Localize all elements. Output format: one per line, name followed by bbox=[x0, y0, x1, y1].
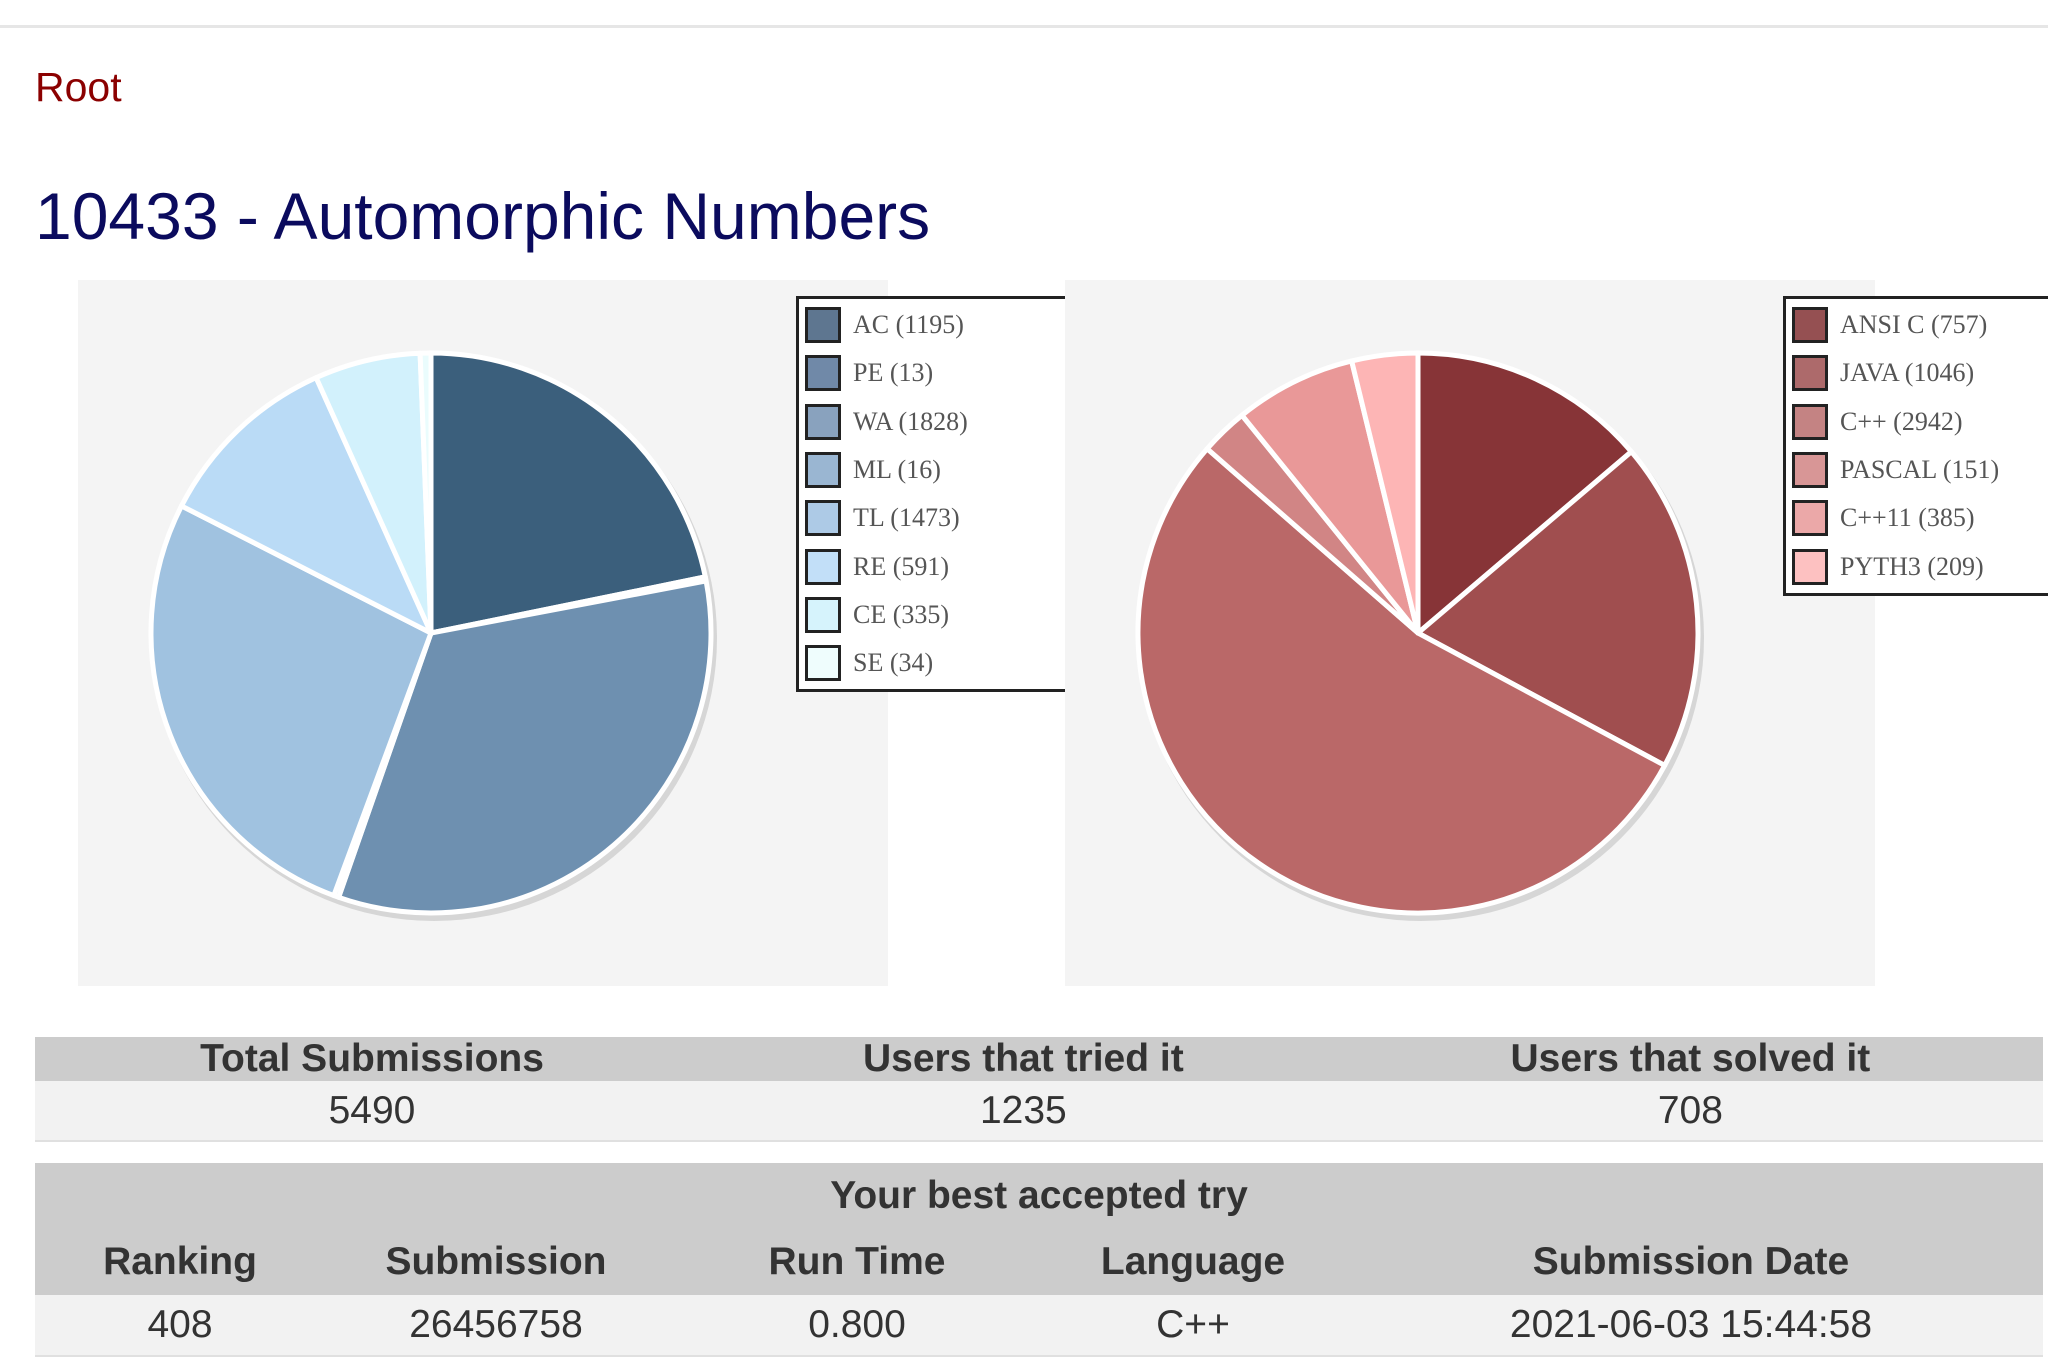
legend-label: RE (591) bbox=[853, 551, 950, 581]
legend-item: CE (335) bbox=[805, 593, 949, 637]
legend-item: WA (1828) bbox=[805, 400, 968, 444]
users-tried-header: Users that tried it bbox=[708, 1037, 1338, 1081]
legend-swatch bbox=[805, 645, 841, 682]
legend-swatch bbox=[805, 403, 841, 440]
legend-swatch bbox=[1792, 307, 1828, 343]
legend-label: CE (335) bbox=[853, 599, 950, 629]
legend-swatch bbox=[1792, 451, 1828, 488]
legend-swatch bbox=[1792, 500, 1828, 537]
legend-swatch bbox=[1792, 548, 1828, 585]
best-try-title-row: Your best accepted try bbox=[35, 1163, 2043, 1229]
legend-item: RE (591) bbox=[805, 545, 949, 589]
verdict-legend: AC (1195) PE (13) WA (1828) ML (16) TL (1473… bbox=[796, 296, 1082, 692]
legend-item: ANSI C (757) bbox=[1792, 303, 1987, 347]
legend-item: AC (1195) bbox=[805, 303, 964, 347]
legend-swatch bbox=[1792, 355, 1828, 392]
pie-slice-wa bbox=[336, 578, 714, 916]
legend-item: JAVA (1046) bbox=[1792, 351, 1974, 395]
submission-date-value: 2021-06-03 15:44:58 bbox=[1339, 1295, 2043, 1357]
legend-label: PYTH3 (209) bbox=[1840, 551, 1984, 581]
breadcrumb-root-link[interactable]: Root bbox=[35, 64, 122, 110]
legend-swatch bbox=[805, 548, 841, 585]
pie-slice-java bbox=[1415, 449, 1701, 768]
verdict-pie-chart bbox=[78, 280, 888, 986]
legend-swatch bbox=[805, 307, 841, 343]
pie-slice-re bbox=[179, 375, 434, 636]
pie-slice-ac bbox=[428, 350, 708, 636]
page-title: 10433 - Automorphic Numbers bbox=[35, 179, 931, 253]
legend-item: PE (13) bbox=[805, 351, 933, 395]
verdict-pie-svg bbox=[148, 350, 717, 921]
legend-item: PASCAL (151) bbox=[1792, 448, 1999, 492]
legend-item: SE (34) bbox=[805, 641, 933, 685]
pie-slice-pyth3 bbox=[1349, 350, 1421, 636]
legend-item: TL (1473) bbox=[805, 496, 960, 540]
legend-label: C++ (2942) bbox=[1840, 406, 1963, 436]
legend-swatch bbox=[805, 500, 841, 537]
ranking-header: Ranking bbox=[35, 1229, 325, 1295]
best-try-header-row: Ranking Submission Run Time Language Sub… bbox=[35, 1229, 2043, 1295]
legend-item: C++11 (385) bbox=[1792, 496, 1975, 540]
submission-totals-table: Total Submissions Users that tried it Us… bbox=[35, 1037, 2043, 1142]
run-time-header: Run Time bbox=[667, 1229, 1047, 1295]
total-submissions-value: 5490 bbox=[35, 1081, 709, 1142]
submission-id-link[interactable]: 26456758 bbox=[325, 1295, 667, 1357]
pie-slice-ansi-c bbox=[1415, 350, 1634, 636]
legend-label: SE (34) bbox=[853, 648, 934, 678]
legend-swatch bbox=[805, 451, 841, 488]
legend-label: ANSI C (757) bbox=[1840, 310, 1988, 339]
legend-label: PE (13) bbox=[853, 358, 934, 388]
best-try-title: Your best accepted try bbox=[35, 1163, 2043, 1229]
pie-slice-c- bbox=[1135, 446, 1668, 916]
ranking-value: 408 bbox=[35, 1295, 325, 1357]
legend-swatch bbox=[1792, 403, 1828, 440]
submission-header: Submission bbox=[325, 1229, 667, 1295]
users-solved-value: 708 bbox=[1337, 1081, 2043, 1142]
submission-date-header: Submission Date bbox=[1339, 1229, 2043, 1295]
legend-item: PYTH3 (209) bbox=[1792, 545, 1984, 589]
best-accepted-try-table: Your best accepted try Ranking Submissio… bbox=[35, 1163, 2043, 1357]
legend-item: ML (16) bbox=[805, 448, 941, 492]
users-tried-value: 1235 bbox=[708, 1081, 1338, 1142]
run-time-value: 0.800 bbox=[667, 1295, 1047, 1357]
legend-swatch bbox=[805, 355, 841, 392]
pie-slice-se bbox=[417, 350, 434, 636]
legend-label: TL (1473) bbox=[853, 503, 960, 533]
language-pie-chart bbox=[1065, 280, 1875, 986]
legend-label: AC (1195) bbox=[853, 310, 964, 339]
language-legend: ANSI C (757) JAVA (1046) C++ (2942) PASCAL … bbox=[1783, 296, 2048, 596]
legend-label: JAVA (1046) bbox=[1840, 358, 1975, 388]
legend-label: PASCAL (151) bbox=[1840, 454, 2000, 484]
legend-swatch bbox=[805, 596, 841, 633]
best-try-value-row: 408 26456758 0.800 C++ 2021-06-03 15:44:… bbox=[35, 1295, 2043, 1357]
legend-label: WA (1828) bbox=[853, 406, 968, 436]
legend-item: C++ (2942) bbox=[1792, 400, 1962, 444]
language-header: Language bbox=[1047, 1229, 1339, 1295]
top-border bbox=[0, 0, 2048, 28]
language-pie-svg bbox=[1135, 350, 1704, 921]
legend-label: ML (16) bbox=[853, 454, 941, 484]
total-submissions-header: Total Submissions bbox=[35, 1037, 709, 1081]
totals-value-row: 5490 1235 708 bbox=[35, 1081, 2043, 1142]
users-solved-header: Users that solved it bbox=[1337, 1037, 2043, 1081]
language-value: C++ bbox=[1047, 1295, 1339, 1357]
pie-slice-tl bbox=[148, 503, 434, 899]
totals-header-row: Total Submissions Users that tried it Us… bbox=[35, 1037, 2043, 1081]
legend-label: C++11 (385) bbox=[1840, 503, 1975, 533]
